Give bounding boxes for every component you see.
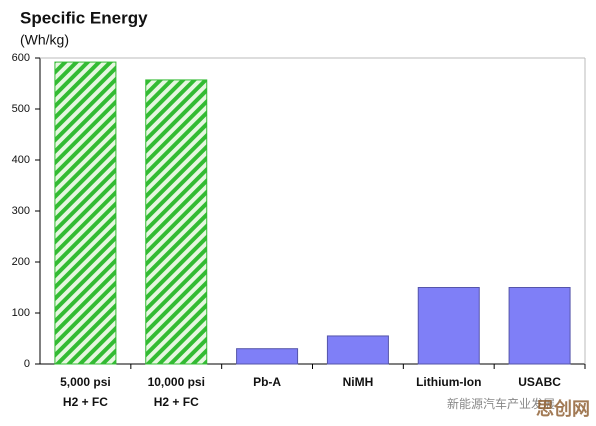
y-tick-label: 300 <box>12 205 30 217</box>
bar <box>145 79 208 365</box>
y-tick-label: 600 <box>12 52 30 64</box>
watermark: 新能源汽车产业发展 <box>447 396 555 411</box>
watermark-logo: 思创网 <box>536 398 590 419</box>
chart-title: Specific Energy <box>20 8 148 27</box>
x-tick-label: Lithium-Ion <box>416 375 481 389</box>
y-tick-label: 400 <box>12 154 30 166</box>
x-tick-label: USABC <box>518 375 561 389</box>
x-tick-label: Pb-A <box>253 375 281 389</box>
x-tick-label: NiMH <box>343 375 374 389</box>
bar <box>54 61 117 365</box>
bar <box>417 287 480 365</box>
chart-subtitle: (Wh/kg) <box>20 32 69 48</box>
y-tick-label: 500 <box>12 103 30 115</box>
bar <box>508 287 571 365</box>
bar <box>236 348 299 365</box>
x-tick-label: 5,000 psi H2 + FC <box>60 375 111 409</box>
x-tick-label: 10,000 psi H2 + FC <box>148 375 205 409</box>
bar <box>326 335 389 365</box>
y-tick-label: 0 <box>24 358 30 370</box>
y-tick-label: 100 <box>12 307 30 319</box>
y-tick-label: 200 <box>12 256 30 268</box>
